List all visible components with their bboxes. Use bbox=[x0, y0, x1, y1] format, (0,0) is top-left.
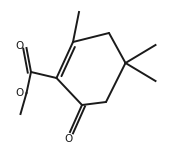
Text: O: O bbox=[16, 42, 24, 51]
Text: O: O bbox=[64, 134, 73, 144]
Text: O: O bbox=[16, 88, 24, 98]
